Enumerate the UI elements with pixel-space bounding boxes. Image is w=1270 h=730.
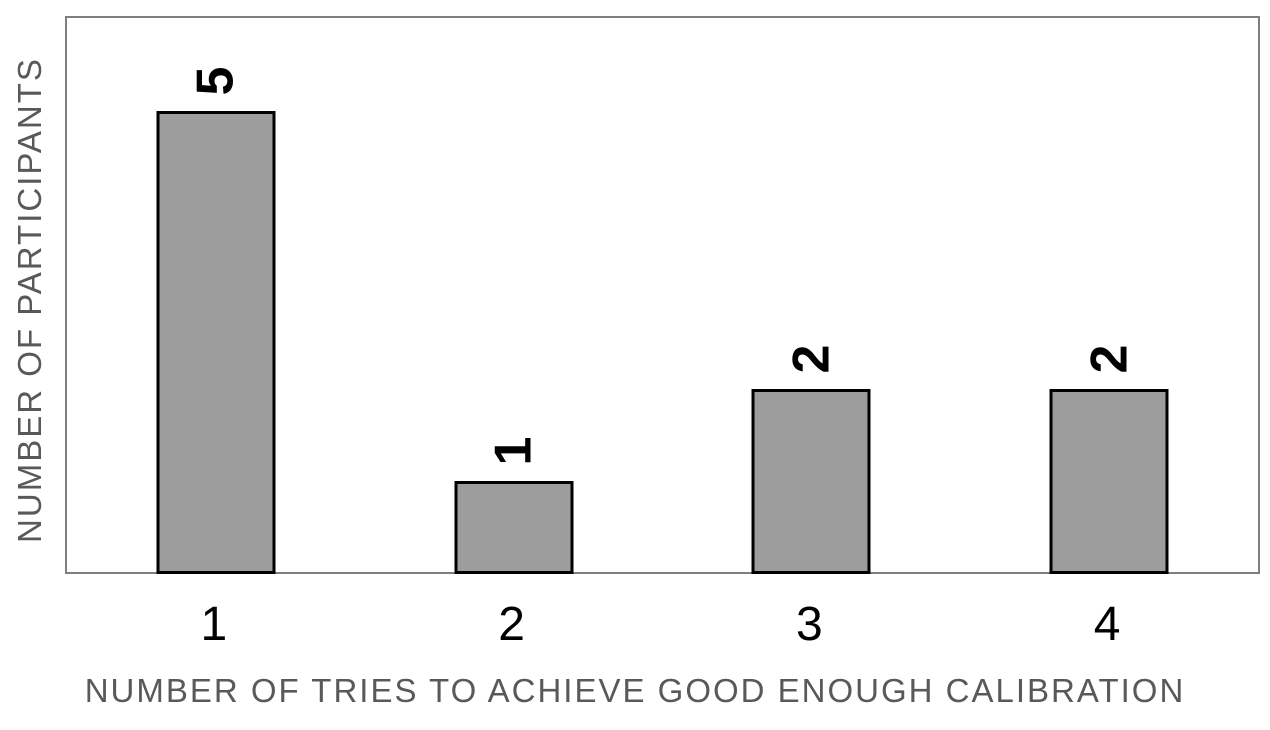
- bar: [454, 481, 574, 574]
- bar-value-label: 5: [67, 55, 365, 107]
- bar-value-label-text: 2: [782, 344, 841, 374]
- bar-slot: 2: [663, 18, 961, 574]
- bar-slot: 1: [365, 18, 663, 574]
- bar-value-label-text: 1: [484, 436, 543, 466]
- bar-value-label-text: 5: [186, 66, 245, 96]
- bar: [156, 110, 276, 574]
- bar-value-label-text: 2: [1080, 344, 1139, 374]
- bar-slot: 5: [67, 18, 365, 574]
- x-tick-label: 4: [1093, 598, 1121, 651]
- x-tick-label: 1: [200, 598, 228, 651]
- bar-value-label: 2: [663, 333, 961, 385]
- bar: [1049, 388, 1169, 574]
- y-axis-title: NUMBER OF PARTICIPANTS: [11, 57, 48, 543]
- bar: [751, 388, 871, 574]
- x-tick-label: 3: [796, 598, 823, 651]
- bar-slot: 2: [960, 18, 1258, 574]
- x-axis-tick-labels: 1 2 3 4: [65, 598, 1256, 652]
- bar-value-label: 2: [960, 333, 1258, 385]
- bar-value-label: 1: [365, 425, 663, 477]
- x-axis-title: NUMBER OF TRIES TO ACHIEVE GOOD ENOUGH C…: [84, 672, 1186, 709]
- plot-area: 5 1 2 2: [65, 16, 1260, 574]
- x-tick-label: 2: [498, 598, 525, 651]
